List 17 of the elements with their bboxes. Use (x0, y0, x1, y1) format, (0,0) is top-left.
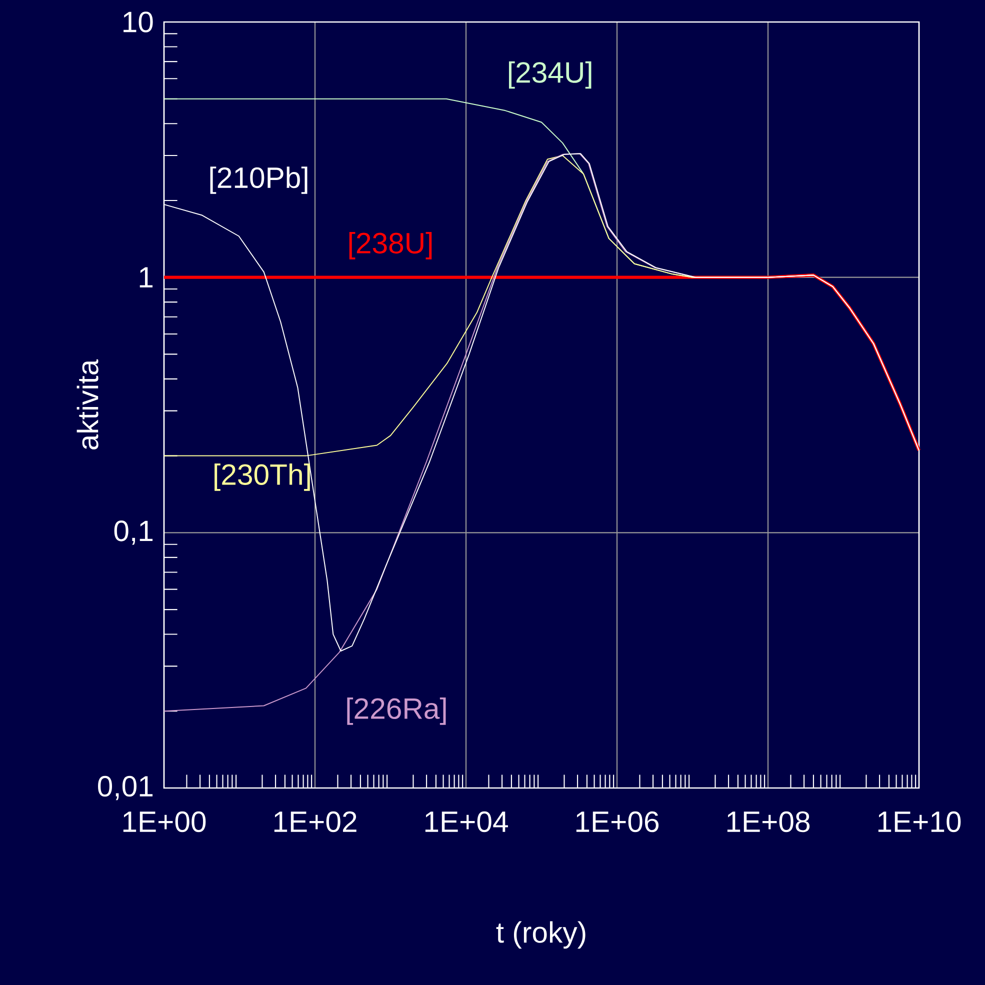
y-tick-label: 1 (140, 267, 153, 288)
x-tick-label: 1E+04 (425, 811, 508, 832)
y-tick-label: 10 (124, 12, 153, 32)
x-tick-label: 1E+10 (878, 811, 961, 832)
x-axis-title: t (roky) (496, 921, 586, 949)
series-label: [234U] (508, 61, 592, 89)
series-label: [238U] (349, 232, 432, 260)
x-tick-label: 1E+02 (274, 811, 356, 832)
y-axis-title: aktivita (76, 359, 98, 450)
x-tick-label: 1E+08 (727, 811, 810, 832)
x-tick-label: 1E+06 (576, 811, 659, 832)
x-tick-label: 1E+00 (123, 811, 206, 832)
series-label: [230Th] (214, 463, 310, 491)
series-label: [226Ra] (347, 697, 446, 725)
y-tick-label: 0,1 (114, 520, 153, 545)
legend-label: [210Pb] (210, 166, 308, 194)
y-tick-label: 0,01 (98, 776, 153, 800)
